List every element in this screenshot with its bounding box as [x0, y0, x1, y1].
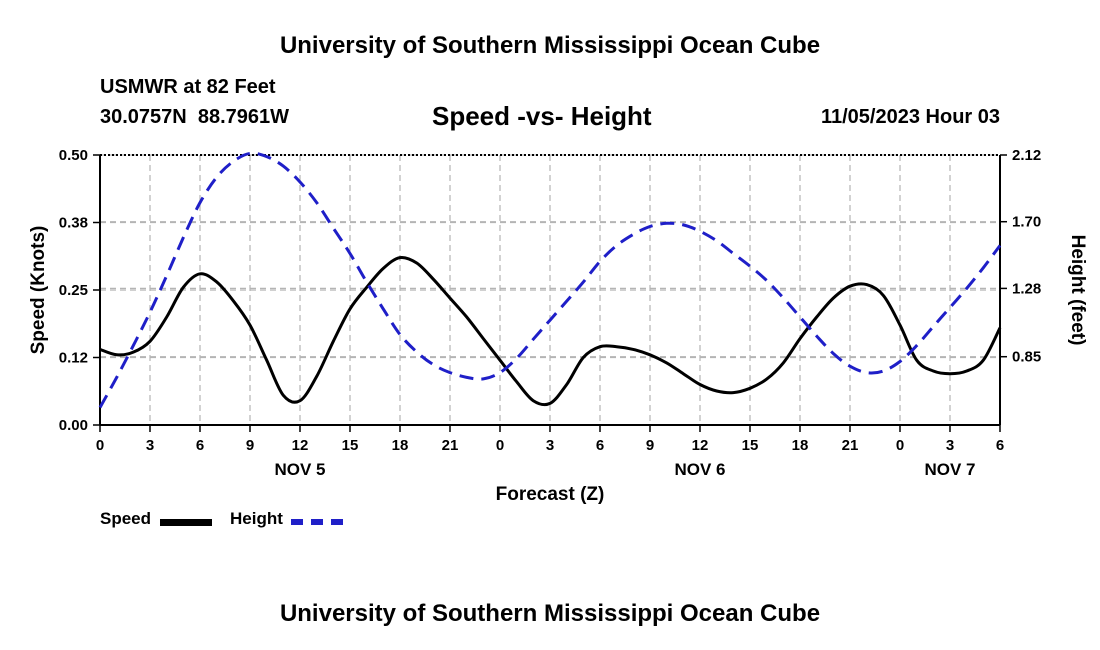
x-tick-label: 3 — [146, 437, 154, 454]
legend-speed-line — [160, 519, 212, 526]
x-tick-label: 3 — [946, 437, 954, 454]
chart-subtitle: Speed -vs- Height — [432, 101, 652, 131]
x-tick-label: 6 — [596, 437, 604, 454]
height-series-line — [98, 151, 1002, 409]
y2-tick-label: 2.12 — [1012, 147, 1041, 164]
x-tick-label: 18 — [792, 437, 809, 454]
x-tick-label: 6 — [996, 437, 1004, 454]
y2-axis-title: Height (feet) — [1067, 235, 1088, 346]
legend-height-line — [291, 519, 343, 525]
date-label: NOV 7 — [924, 460, 975, 479]
x-tick-label: 0 — [96, 437, 104, 454]
chart-title: University of Southern Mississippi Ocean… — [279, 32, 821, 59]
forecast-datetime: 11/05/2023 Hour 03 — [820, 106, 1000, 128]
x-tick-label: 12 — [692, 437, 709, 454]
station-label: USMWR at 82 Feet — [100, 76, 276, 98]
x-tick-label: 15 — [342, 437, 359, 454]
y-tick-label: 0.25 — [59, 282, 88, 299]
x-tick-label: 15 — [742, 437, 759, 454]
x-tick-label: 21 — [442, 437, 459, 454]
y-tick-label: 0.12 — [59, 350, 88, 367]
legend-height-label: Height — [230, 509, 283, 528]
station-coordinates: 30.0757N 88.7961W — [100, 106, 290, 128]
x-tick-label: 6 — [196, 437, 204, 454]
x-tick-label: 9 — [646, 437, 654, 454]
speed-series-line — [99, 255, 1002, 407]
y2-tick-label: 1.70 — [1012, 214, 1041, 231]
y-tick-label: 0.00 — [59, 417, 88, 434]
footer-title: University of Southern Mississippi Ocean… — [279, 600, 821, 627]
date-label: NOV 6 — [674, 460, 725, 479]
y-tick-label: 0.50 — [59, 147, 88, 164]
x-tick-label: 18 — [392, 437, 409, 454]
x-tick-label: 3 — [546, 437, 554, 454]
legend-speed-label: Speed — [100, 509, 152, 528]
x-tick-label: 21 — [842, 437, 859, 454]
y-tick-label: 0.38 — [59, 215, 88, 232]
x-tick-label: 12 — [292, 437, 309, 454]
x-tick-label: 0 — [496, 437, 504, 454]
x-axis-title: Forecast (Z) — [496, 484, 605, 505]
x-tick-label: 0 — [896, 437, 904, 454]
y2-tick-label: 0.85 — [1012, 349, 1041, 366]
date-label: NOV 5 — [274, 460, 325, 479]
x-tick-label: 9 — [246, 437, 254, 454]
y-axis-title: Speed (Knots) — [28, 226, 49, 355]
y2-tick-label: 1.28 — [1012, 280, 1041, 297]
